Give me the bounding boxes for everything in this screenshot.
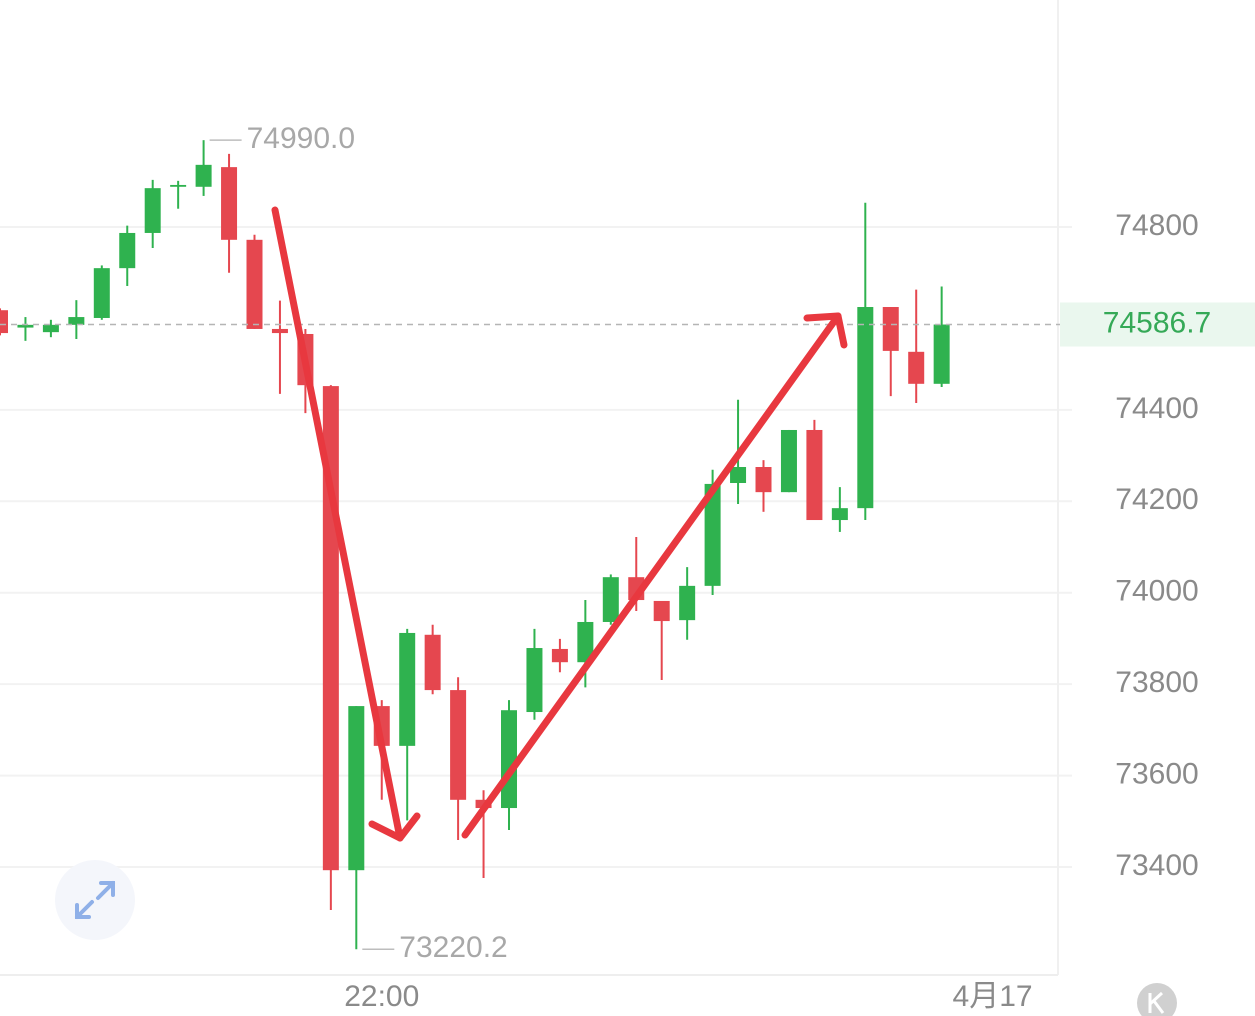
candle-body bbox=[679, 585, 696, 621]
up-arrow bbox=[461, 312, 842, 839]
candle-body bbox=[399, 632, 416, 746]
k-icon[interactable] bbox=[1148, 991, 1165, 1014]
last-price-tag bbox=[1060, 302, 1255, 347]
candle-body bbox=[271, 328, 288, 334]
expand-icon[interactable] bbox=[75, 881, 115, 919]
y-tick-label: 73800 bbox=[1115, 666, 1198, 699]
up-arrow-head bbox=[803, 312, 848, 349]
expand-button-bg[interactable] bbox=[55, 860, 135, 940]
candle-body bbox=[526, 648, 543, 713]
candle-body bbox=[170, 184, 187, 187]
k-button[interactable] bbox=[1137, 983, 1177, 1016]
candle-body bbox=[933, 324, 950, 384]
candle-body bbox=[551, 648, 568, 663]
y-tick-label: 74400 bbox=[1115, 392, 1198, 425]
candle-body bbox=[0, 310, 8, 334]
candle-body bbox=[806, 429, 823, 521]
candle-body bbox=[831, 508, 848, 521]
candle-body bbox=[908, 351, 925, 384]
y-tick-label: 73600 bbox=[1115, 757, 1198, 790]
candle-body bbox=[755, 467, 772, 493]
x-tick-label: 22:00 bbox=[344, 980, 419, 1013]
candle-body bbox=[144, 188, 161, 233]
candle-body bbox=[195, 164, 212, 187]
expand-button[interactable] bbox=[55, 860, 135, 940]
candle-body bbox=[424, 634, 441, 691]
high-marker-label: 74990.0 bbox=[247, 122, 355, 155]
y-tick-label: 74200 bbox=[1115, 483, 1198, 516]
candle-body bbox=[68, 317, 85, 325]
y-tick-label: 73400 bbox=[1115, 849, 1198, 882]
candle-body bbox=[653, 600, 670, 622]
candle-body bbox=[348, 706, 365, 871]
down-arrow bbox=[271, 206, 404, 842]
annotation-arrows bbox=[271, 206, 848, 842]
y-tick-label: 74800 bbox=[1115, 209, 1198, 242]
candle-body bbox=[450, 690, 467, 800]
candle-body bbox=[577, 621, 594, 663]
candle-body bbox=[704, 483, 721, 586]
down-arrow-head bbox=[368, 812, 421, 842]
overlay: 73400 73600 73800 74000 74200 74400 74800 22:00… bbox=[0, 122, 1255, 1013]
candle-body bbox=[17, 324, 34, 328]
candle-body bbox=[119, 232, 136, 269]
last-price-label: 74586.7 bbox=[1103, 306, 1211, 339]
candle-body bbox=[730, 467, 747, 484]
candle-body bbox=[246, 239, 263, 329]
candle-body bbox=[882, 307, 899, 351]
candle-body bbox=[42, 324, 59, 333]
candle-body bbox=[93, 268, 110, 318]
candle-body bbox=[780, 429, 797, 493]
candle-body bbox=[501, 710, 518, 809]
candle-body bbox=[602, 577, 619, 622]
candle-body bbox=[221, 167, 238, 240]
x-tick-label: 4月17 bbox=[953, 980, 1033, 1013]
candle-body bbox=[857, 307, 874, 509]
low-marker-label: 73220.2 bbox=[399, 931, 507, 964]
y-tick-label: 74000 bbox=[1115, 575, 1198, 608]
